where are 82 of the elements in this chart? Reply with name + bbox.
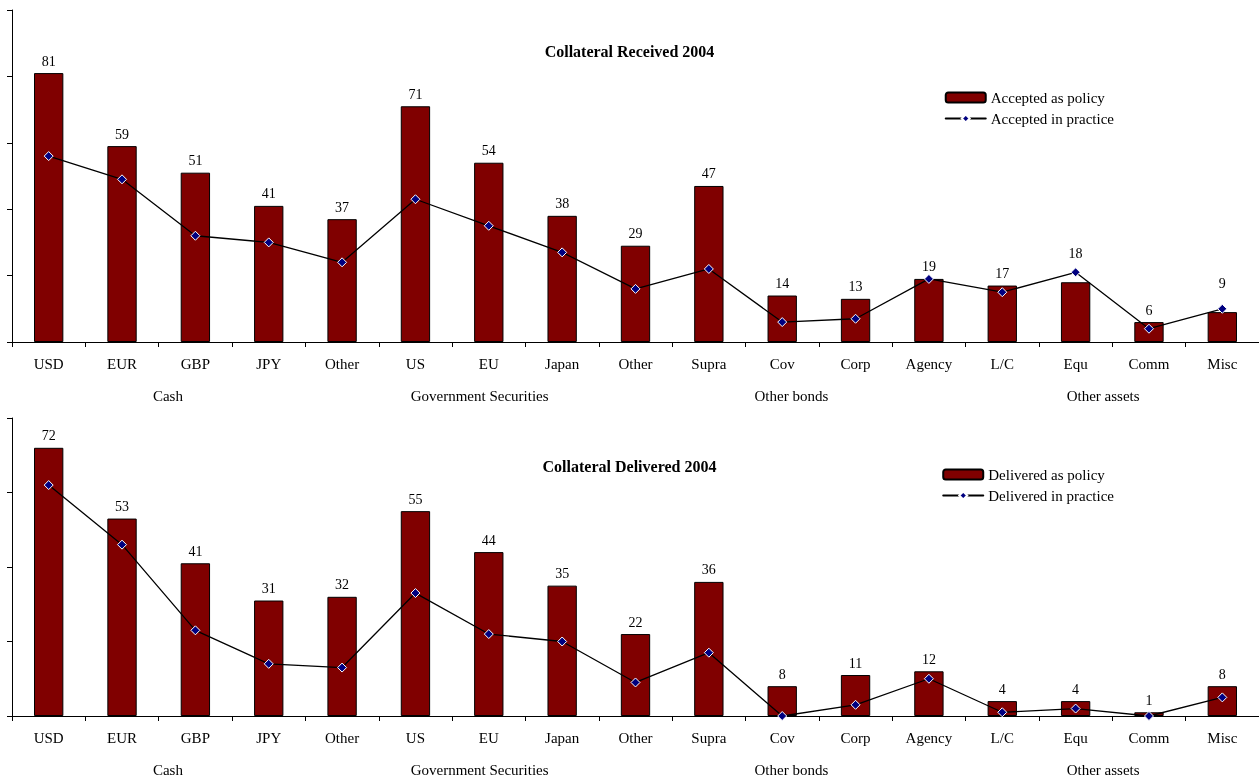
data-label: 41 — [188, 543, 203, 559]
x-tick-label: USD — [33, 355, 64, 372]
data-label: 53 — [115, 499, 130, 515]
data-label: 36 — [701, 562, 716, 578]
x-tick-label: Other — [618, 729, 653, 746]
text: Other bonds — [754, 761, 829, 776]
legend-label: Accepted in practice — [990, 110, 1115, 127]
data-label: 41 — [261, 186, 276, 202]
data-label: 72 — [41, 428, 56, 444]
text: Collateral Delivered 2004 — [542, 457, 717, 475]
x-tick-label: Equ — [1063, 729, 1089, 746]
x-tick-label: Comm — [1128, 729, 1170, 746]
x-tick-label: Japan — [545, 729, 580, 746]
x-tick-label: Comm — [1128, 355, 1170, 372]
x-tick-label: EU — [478, 355, 499, 372]
data-label: 32 — [335, 577, 350, 593]
data-label: 4 — [998, 681, 1006, 697]
x-tick-label: Cov — [769, 355, 796, 372]
data-label: 12 — [921, 651, 936, 667]
data-label: 6 — [1145, 302, 1153, 318]
x-tick-label: US — [405, 355, 426, 372]
data-label: 59 — [115, 126, 130, 142]
x-tick-label: L/C — [990, 355, 1014, 372]
x-tick-label: Agency — [905, 355, 953, 372]
data-label: 9 — [1218, 275, 1226, 291]
data-label: 35 — [555, 566, 570, 582]
x-tick-label: Corp — [840, 729, 871, 746]
text: Cash — [152, 761, 184, 776]
data-label: 38 — [555, 196, 570, 212]
x-tick-label: Other — [325, 355, 360, 372]
x-tick-label: Other — [325, 729, 360, 746]
x-tick-label: JPY — [256, 729, 282, 746]
data-label: 8 — [778, 666, 786, 682]
x-tick-label: Supra — [691, 729, 727, 746]
x-tick-label: EUR — [107, 729, 138, 746]
x-tick-label: Supra — [691, 355, 727, 372]
text: Other assets — [1066, 761, 1140, 776]
x-tick-label: GBP — [180, 355, 210, 372]
data-label: 29 — [628, 226, 643, 242]
text: Cash — [152, 387, 184, 404]
x-tick-label: GBP — [180, 729, 210, 746]
data-label: 13 — [848, 279, 863, 295]
text: Other bonds — [754, 387, 829, 404]
x-tick-label: Misc — [1207, 729, 1238, 746]
data-label: 19 — [921, 259, 936, 275]
data-label: 55 — [408, 491, 423, 507]
x-tick-label: Corp — [840, 355, 871, 372]
legend-label: Delivered in practice — [988, 487, 1115, 504]
text: Other assets — [1066, 387, 1140, 404]
data-label: 11 — [848, 655, 863, 671]
x-tick-label: JPY — [256, 355, 282, 372]
x-tick-label: US — [405, 729, 426, 746]
x-tick-label: Equ — [1063, 355, 1089, 372]
data-label: 51 — [188, 153, 203, 169]
x-tick-label: L/C — [990, 729, 1014, 746]
data-label: 14 — [775, 276, 790, 292]
data-label: 54 — [481, 143, 496, 159]
x-tick-label: EU — [478, 729, 499, 746]
data-label: 18 — [1068, 245, 1083, 261]
data-label: 81 — [41, 53, 56, 69]
text: Government Securities — [410, 761, 549, 776]
data-label: 31 — [261, 581, 276, 597]
data-label: 1 — [1145, 692, 1153, 708]
x-tick-label: Misc — [1207, 355, 1238, 372]
x-tick-label: Japan — [545, 355, 580, 372]
x-tick-label: EUR — [107, 355, 138, 372]
data-label: 71 — [408, 86, 423, 102]
text: Collateral Received 2004 — [544, 42, 715, 60]
data-label: 44 — [481, 532, 496, 548]
legend-label: Delivered as policy — [988, 466, 1106, 483]
data-label: 8 — [1218, 666, 1226, 682]
x-tick-label: Agency — [905, 729, 953, 746]
legend-label: Accepted as policy — [990, 89, 1106, 106]
x-tick-label: USD — [33, 729, 64, 746]
x-tick-label: Cov — [769, 729, 796, 746]
data-label: 22 — [628, 614, 643, 630]
data-label: 17 — [995, 266, 1010, 282]
data-label: 37 — [335, 199, 350, 215]
data-label: 47 — [701, 166, 716, 182]
text: Government Securities — [410, 387, 549, 404]
data-label: 4 — [1072, 681, 1080, 697]
x-tick-label: Other — [618, 355, 653, 372]
